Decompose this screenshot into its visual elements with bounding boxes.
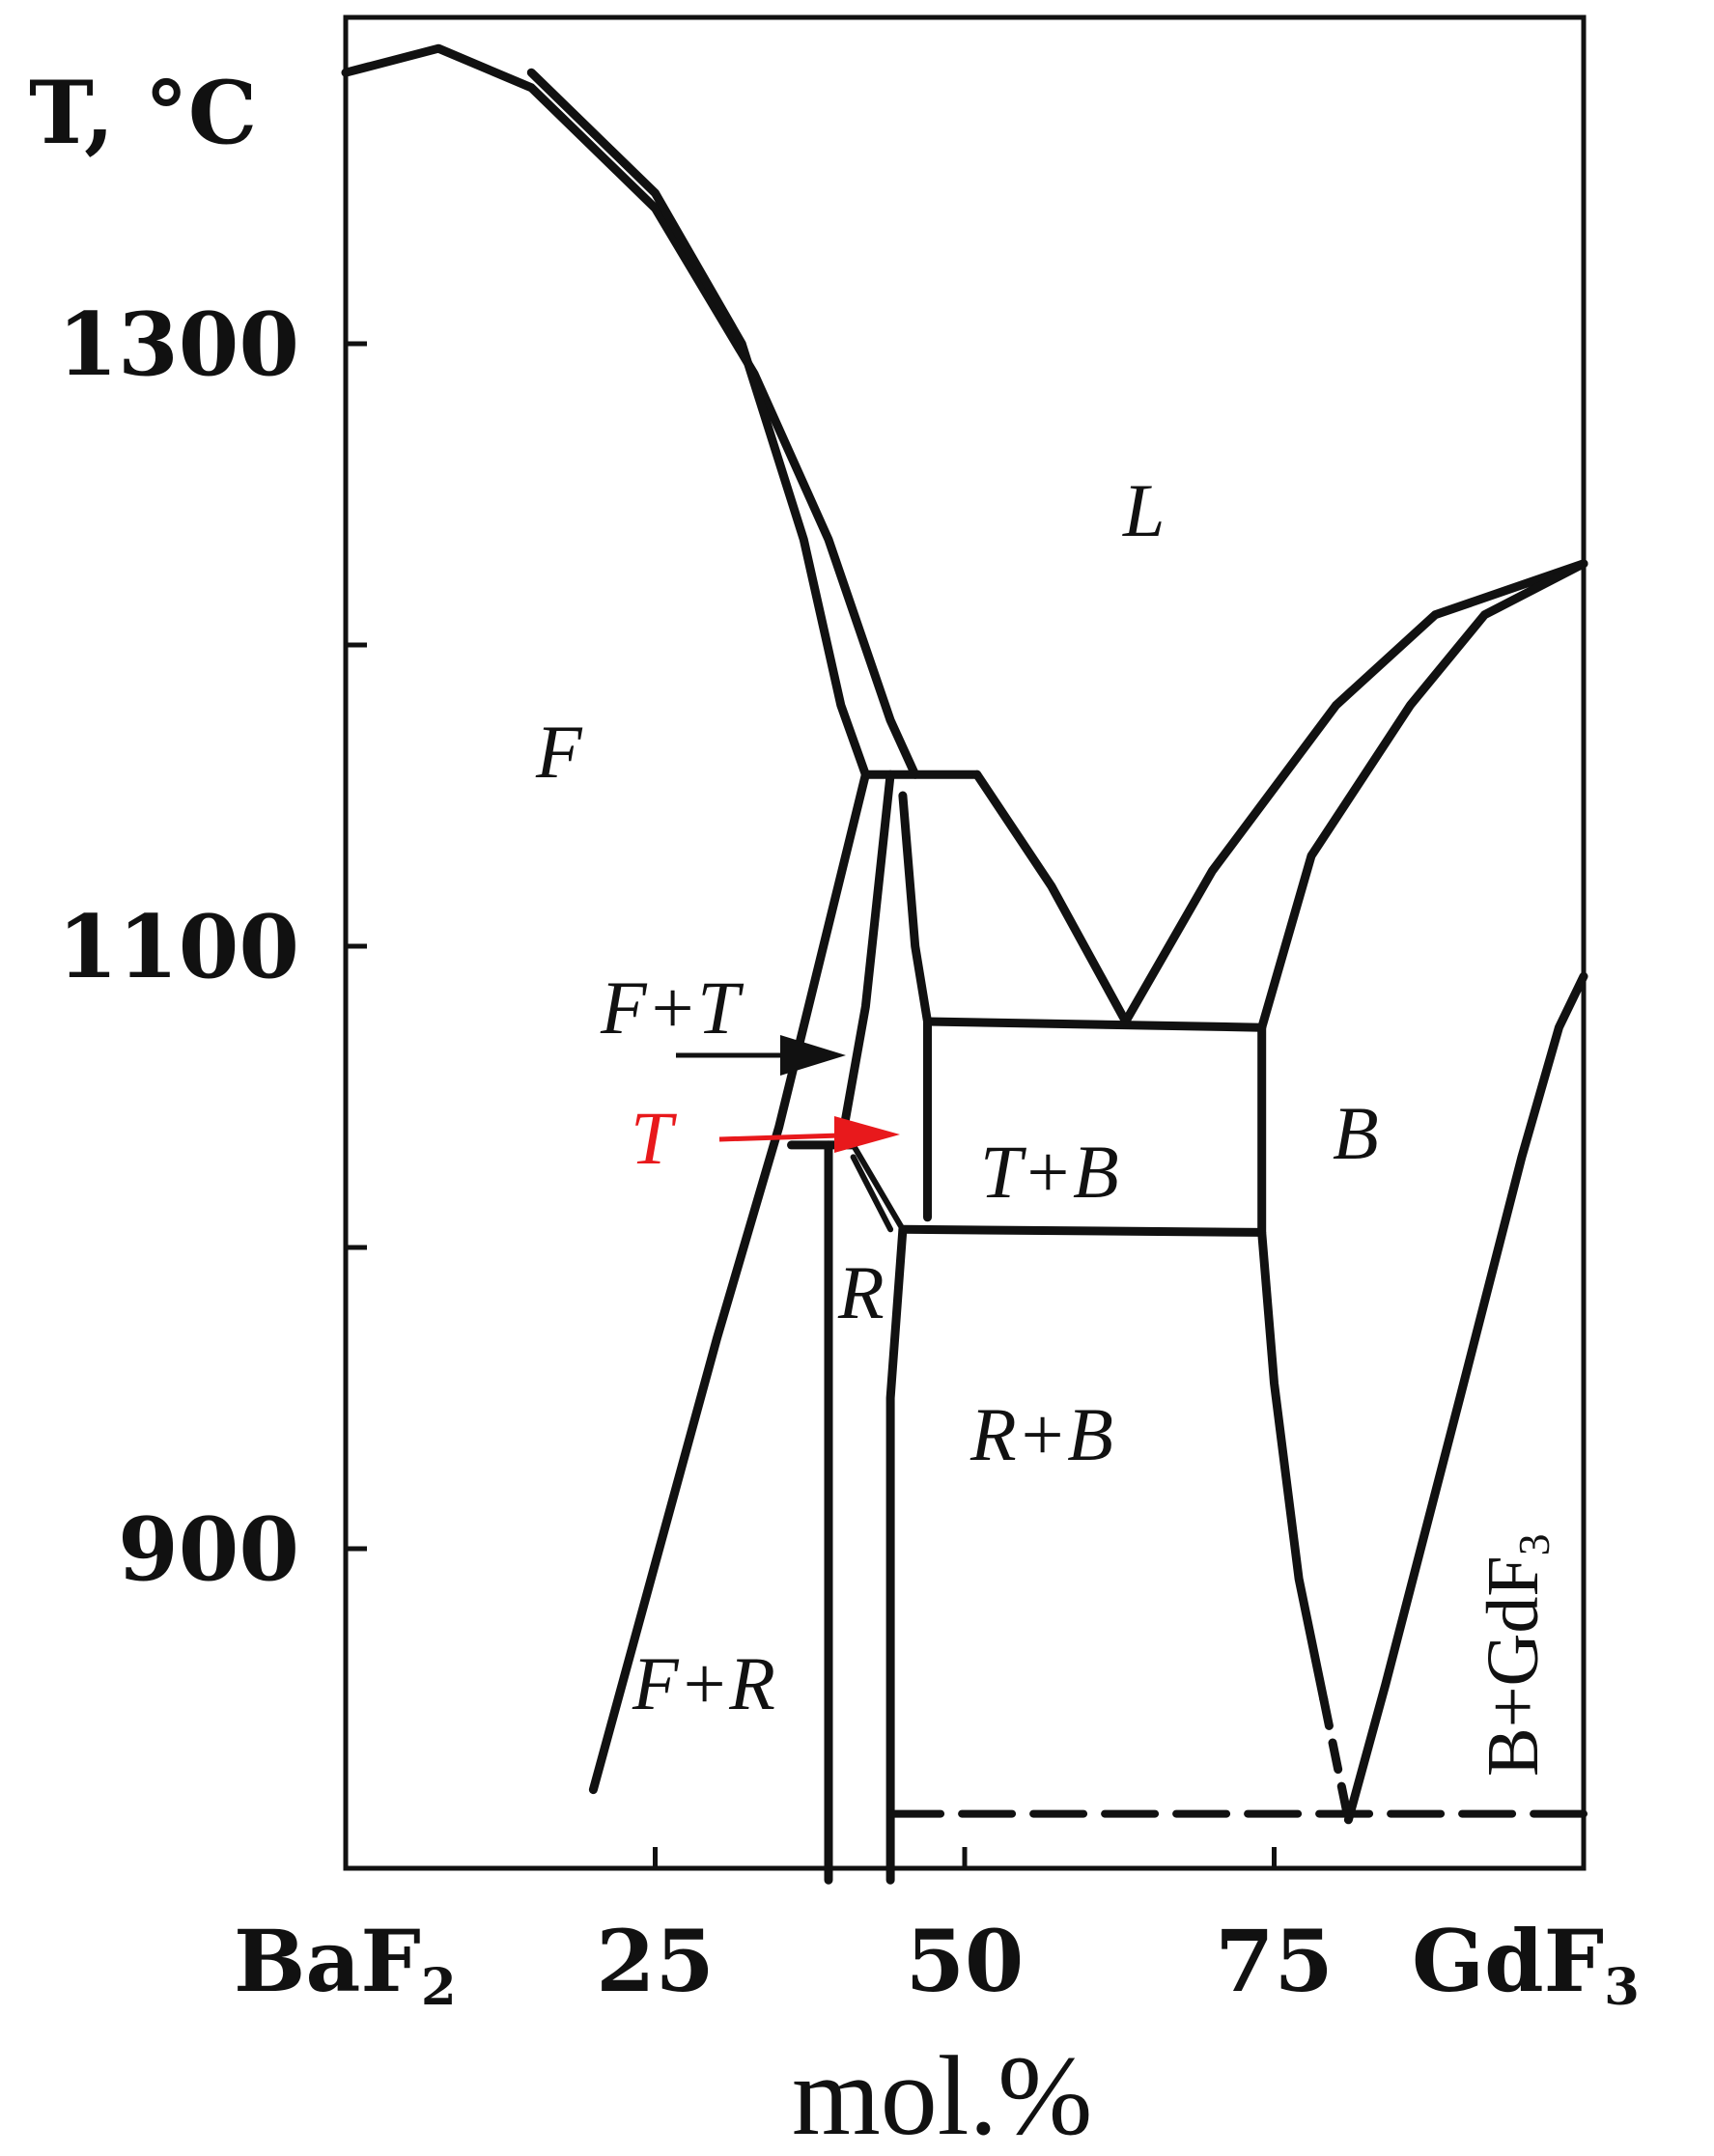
boundary-f-solidus bbox=[526, 68, 870, 779]
boundary-t-b-lower bbox=[898, 1224, 1267, 1237]
boundary-b-left-dashed bbox=[1319, 1694, 1353, 1825]
boundary-eutectic bbox=[923, 1017, 1267, 1032]
x-right-end-label: GdF3 bbox=[1412, 1911, 1640, 2017]
x-tick-label-25: 25 bbox=[596, 1911, 714, 2011]
x-left-end-label: BaF2 bbox=[234, 1911, 457, 2017]
arrow-F-T bbox=[676, 1035, 846, 1076]
axis-ticks bbox=[346, 341, 1277, 1868]
boundary-f-solvus bbox=[588, 770, 870, 1795]
x-tick-label-75: 75 bbox=[1215, 1911, 1333, 2011]
field-label-F-T: F+T bbox=[600, 966, 744, 1050]
field-label-B-GdF3: B+GdF3 bbox=[1473, 1533, 1559, 1777]
field-label-R-B: R+B bbox=[969, 1392, 1113, 1476]
boundary-l-liquidus-mid bbox=[972, 770, 1131, 1026]
y-tick-labels: 900 1100 1300 bbox=[58, 294, 300, 1601]
phase-boundaries bbox=[341, 43, 1588, 1885]
boundary-t-left bbox=[836, 770, 895, 1150]
y-tick-label-900: 900 bbox=[118, 1498, 299, 1601]
x-tick-labels: 25 50 75 bbox=[596, 1911, 1333, 2011]
x-tick-label-50: 50 bbox=[906, 1911, 1024, 2011]
plot-frame bbox=[343, 14, 1587, 1871]
y-tick-label-1300: 1300 bbox=[58, 294, 300, 396]
y-axis-label: T, °C bbox=[29, 62, 257, 164]
boundary-b-left bbox=[1257, 1022, 1329, 1704]
field-label-R: R bbox=[837, 1250, 885, 1334]
boundary-b-liquidus bbox=[1121, 559, 1588, 1026]
boundary-b-right bbox=[1343, 971, 1588, 1825]
arrow-T bbox=[718, 1116, 900, 1153]
field-label-B: B bbox=[1333, 1091, 1379, 1175]
boundary-t-r-1 bbox=[850, 1141, 906, 1233]
boundary-t-r-2 bbox=[850, 1154, 894, 1233]
x-axis-label: mol.% bbox=[792, 2032, 1092, 2156]
boundary-t-right bbox=[898, 791, 932, 1222]
boundary-r-right bbox=[885, 1224, 908, 1885]
field-label-F-R: F+R bbox=[632, 1641, 775, 1725]
field-label-T: T bbox=[631, 1096, 677, 1180]
field-label-L: L bbox=[1122, 468, 1165, 552]
y-tick-label-1100: 1100 bbox=[58, 896, 300, 998]
field-label-T-B: T+B bbox=[980, 1130, 1119, 1214]
boundary-f-liquidus bbox=[341, 43, 920, 779]
boundary-b-solidus bbox=[1257, 559, 1588, 1032]
field-label-F: F bbox=[535, 710, 583, 794]
